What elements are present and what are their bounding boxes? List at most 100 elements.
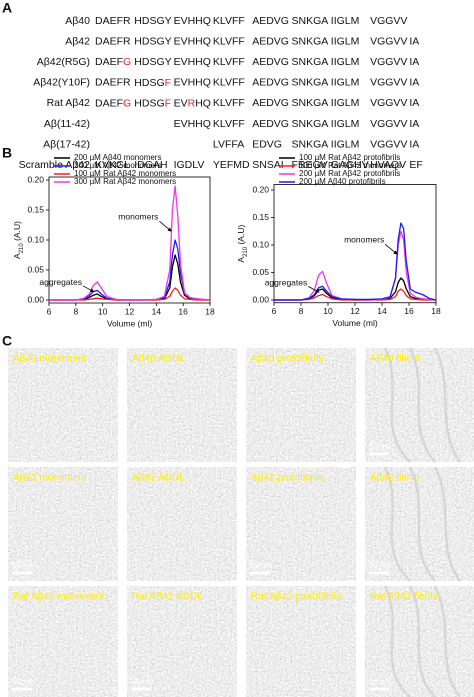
sequence-block: YEFMD xyxy=(213,159,250,171)
sequence-block: SNKGA xyxy=(292,35,329,47)
sequence-block: GAGHV xyxy=(331,159,369,171)
sequence-block: SNKGA xyxy=(292,118,329,130)
y-tick-label: 0.15 xyxy=(27,204,44,214)
series-line xyxy=(274,222,437,301)
fibril xyxy=(408,466,436,582)
sequence-label: Rat Aβ42 xyxy=(47,97,91,109)
micrograph-label: Aβ42 monomers xyxy=(13,473,87,484)
sequence-block: AEDVG xyxy=(252,77,289,89)
x-tick-label: 14 xyxy=(377,306,387,316)
sequence-label: Aβ42(R5G) xyxy=(37,56,90,68)
sequence-block: IA xyxy=(409,77,419,89)
sequence-label: Aβ42 xyxy=(65,35,90,47)
micrograph-label: Aβ42 fibrils xyxy=(370,473,420,484)
sequence-block: IIGLM xyxy=(331,97,360,109)
sequence-block: SNKGA xyxy=(292,15,329,27)
annotation: monomers xyxy=(118,212,158,222)
sequence-block: EVHHQ xyxy=(174,118,211,130)
sequence-block: SNKGA xyxy=(292,97,329,109)
sequence-block: AEDVG xyxy=(252,97,289,109)
sequence-block: VGGVV xyxy=(370,97,407,109)
annotation: monomers xyxy=(344,235,384,245)
y-axis-label-sub: 210 xyxy=(243,246,249,257)
sequence-part: EV xyxy=(174,97,188,109)
sequence-block: HDSGY xyxy=(134,35,171,47)
sequence-block: IA xyxy=(409,35,419,47)
x-tick-label: 10 xyxy=(323,306,333,316)
sequence-block: IIGLM xyxy=(331,15,360,27)
legend-label: 200 µM Aβ42 monomers xyxy=(74,161,161,170)
legend-label: 100 µM Rat Aβ42 monomers xyxy=(74,169,176,178)
x-tick-label: 10 xyxy=(98,306,108,316)
sequence-block: HDSGY xyxy=(134,15,171,27)
y-tick-label: 0.20 xyxy=(252,184,269,194)
legend-label: 100 µM Rat Aβ42 protofibrils xyxy=(299,153,400,162)
legend-label: 200 µM Rat Aβ42 protofibrils xyxy=(299,169,400,178)
micrograph xyxy=(127,586,237,697)
mutation: R xyxy=(188,97,196,109)
y-tick-label: 0.00 xyxy=(252,294,269,304)
sequence-block: SNSAI xyxy=(252,159,284,171)
y-axis-label-sub: 210 xyxy=(19,243,25,254)
x-tick-label: 12 xyxy=(125,306,135,316)
fibril xyxy=(383,347,411,463)
y-tick-label: 0.05 xyxy=(27,264,44,274)
fibril xyxy=(433,466,462,582)
sequence-block: IDGAH xyxy=(134,159,167,171)
x-tick-label: 8 xyxy=(73,306,78,316)
sequence-block: IIGLM xyxy=(331,35,360,47)
sequence-block: KLVFF xyxy=(213,15,245,27)
x-tick-label: 18 xyxy=(205,306,215,316)
sequence-block: VGGVV xyxy=(370,138,407,150)
mutation: G xyxy=(123,97,131,109)
micrograph-label: Rat Aβ42 protofibrils xyxy=(251,592,341,603)
sequence-block: IIGLM xyxy=(331,77,360,89)
sequence-block: IIGLM xyxy=(331,56,360,68)
sequence-block: SNKGA xyxy=(292,56,329,68)
y-tick-label: 0.20 xyxy=(27,174,44,184)
annotation: aggregates xyxy=(39,277,82,287)
y-axis-label-main: A xyxy=(236,257,246,263)
sequence-block: AEDVG xyxy=(252,35,289,47)
sequence-block: DAEFR xyxy=(95,15,131,27)
sequence-block: DAEFR xyxy=(95,77,131,89)
sequence-block: IIGLM xyxy=(331,138,360,150)
panel-label: A xyxy=(2,0,12,16)
x-axis-label: Volume (ml) xyxy=(332,318,378,328)
mutation: F xyxy=(165,97,171,109)
fibril xyxy=(408,585,436,697)
legend-label: 300 µM Rat Aβ42 monomers xyxy=(74,177,176,186)
legend-label: 100 µM Rat Aβ42 monomers xyxy=(299,161,401,170)
micrograph-label: Rat Aβ42 fibrils xyxy=(370,592,437,603)
micrograph-label: Aβ40 ADDL xyxy=(132,354,185,365)
sequence-part: HDSG xyxy=(134,77,164,89)
scale-bar-label: 50 nm xyxy=(369,561,392,570)
sequence-label: Aβ(17-42) xyxy=(43,138,90,150)
sequence-block: SNKGA xyxy=(292,138,329,150)
sequence-label: Scramble Aβ42 xyxy=(19,159,91,171)
annotation-arrow xyxy=(384,243,398,255)
panel-label: B xyxy=(2,145,12,161)
fibril xyxy=(433,347,462,463)
y-tick-label: 0.10 xyxy=(27,234,44,244)
fibril xyxy=(383,466,411,582)
sequence-block: AEDVG xyxy=(252,15,289,27)
sequence-block: AEDVG xyxy=(252,56,289,68)
sequence-block: HVAQV xyxy=(370,159,406,171)
sequence-block: KLVFF xyxy=(213,56,245,68)
micrograph-label: Aβ42 ADDL xyxy=(132,473,185,484)
y-tick-label: 0.15 xyxy=(252,212,269,222)
legend-label: 200 µM Aβ40 protofibrils xyxy=(299,177,386,186)
annotation: aggregates xyxy=(265,278,308,288)
micrograph xyxy=(8,467,118,581)
series-line xyxy=(49,239,211,301)
sequence-label: Aβ42(Y10F) xyxy=(33,77,90,89)
sequence-block: IA xyxy=(409,118,419,130)
sequence-label: Aβ40 xyxy=(65,15,90,27)
x-tick-label: 8 xyxy=(299,306,304,316)
micrograph-label: Aβ40 monomers xyxy=(13,354,87,365)
x-tick-label: 6 xyxy=(272,306,277,316)
scale-bar-label: 50 nm xyxy=(131,677,154,686)
micrograph-label: Rat Aβ42 monomers xyxy=(13,592,104,603)
